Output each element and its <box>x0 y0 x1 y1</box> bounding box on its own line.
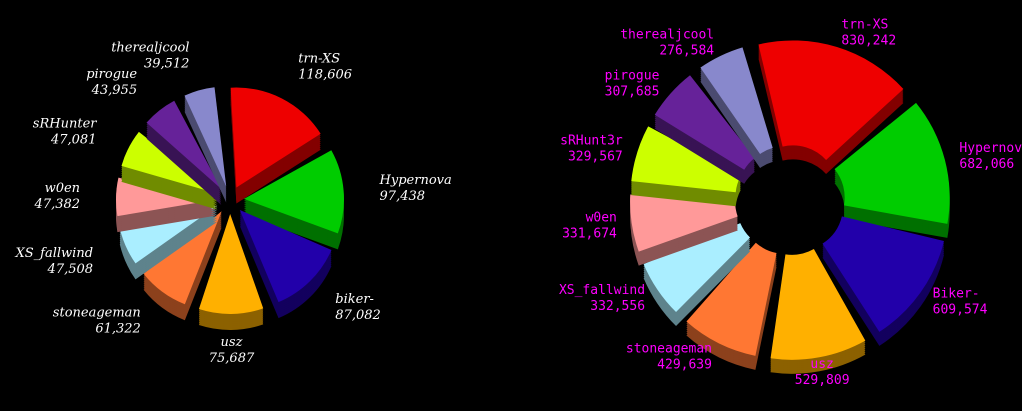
slice-value-label: 47,081 <box>50 133 97 148</box>
slice-value-label: 276,584 <box>659 43 714 58</box>
slice-label: trn-XS <box>298 51 340 66</box>
slice-value-label: 682,066 <box>959 157 1014 172</box>
slice-top <box>700 47 773 154</box>
slice-label: therealjcool <box>111 41 189 56</box>
slice-label: pirogue <box>605 68 660 83</box>
slice-value-label: 307,685 <box>605 84 660 99</box>
slice-label: sRHunter <box>33 117 97 132</box>
slice-value-label: 43,955 <box>91 83 138 98</box>
pie-slice <box>834 102 950 238</box>
pie-slice <box>631 126 741 207</box>
pie-slice <box>184 87 227 203</box>
slice-label: biker- <box>335 292 374 307</box>
slice-value-label: 47,508 <box>47 262 94 277</box>
slice-top <box>758 40 904 160</box>
slice-top <box>146 100 222 190</box>
slice-label: Hypernova <box>379 173 452 188</box>
slice-value-label: 118,606 <box>298 67 352 82</box>
pie-slice <box>770 249 866 374</box>
slice-top <box>198 213 264 314</box>
pie-slice <box>654 75 755 184</box>
slice-top <box>822 216 944 332</box>
slice-value-label: 87,082 <box>335 308 381 323</box>
pie-slice <box>119 205 218 280</box>
slice-top <box>654 75 755 170</box>
pie-slice <box>643 223 751 327</box>
pie-slice <box>630 194 738 266</box>
slice-value-label: 429,639 <box>657 358 712 373</box>
slice-top <box>243 150 344 234</box>
slice-top <box>686 242 777 356</box>
slice-value-label: 39,512 <box>144 57 190 72</box>
pie-slice <box>198 213 264 330</box>
slice-value-label: 332,556 <box>590 299 645 314</box>
slice-top <box>631 126 741 193</box>
slice-value-label: 830,242 <box>841 34 896 49</box>
slice-label: w0en <box>586 211 617 226</box>
slice-label: trn-XS <box>841 18 888 33</box>
slice-label: XS_fallwind <box>559 283 645 298</box>
slice-label: w0en <box>45 181 80 196</box>
slice-top <box>630 194 738 252</box>
pie-slice <box>116 177 217 233</box>
slice-label: therealjcool <box>620 27 714 42</box>
slice-value-label: 97,438 <box>380 189 426 204</box>
slice-label: usz <box>810 357 833 372</box>
slice-label: Hypernova <box>959 141 1022 156</box>
pie-slice <box>700 47 773 168</box>
slice-label: stoneageman <box>53 306 141 321</box>
slice-top <box>184 87 227 187</box>
slice-top <box>239 209 332 303</box>
slice-top <box>643 223 751 313</box>
pie-slice <box>243 150 344 250</box>
slice-value-label: 329,567 <box>568 149 623 164</box>
slice-label: XS_fallwind <box>15 246 94 261</box>
slice-label: pirogue <box>86 67 137 82</box>
slice-value-label: 529,809 <box>795 373 850 388</box>
slice-top <box>119 205 218 264</box>
pie-slice <box>143 211 222 321</box>
pie-slice <box>822 216 944 346</box>
slice-label: stoneageman <box>626 342 712 357</box>
slice-value-label: 609,574 <box>933 302 988 317</box>
pie-slice <box>146 100 222 206</box>
pie-slice <box>686 242 777 370</box>
slice-top <box>834 102 950 224</box>
slice-top <box>143 211 222 305</box>
slice-top <box>230 87 321 188</box>
pie-slice <box>758 40 904 174</box>
slice-label: Biker- <box>933 286 980 301</box>
pie-slice <box>121 131 218 210</box>
slice-value-label: 331,674 <box>562 227 617 242</box>
pie-slice <box>230 87 321 204</box>
slice-value-label: 61,322 <box>95 322 141 337</box>
slice-value-label: 75,687 <box>209 351 255 366</box>
slice-label: sRHunt3r <box>560 133 623 148</box>
pie-slice <box>239 209 332 319</box>
slice-label: usz <box>221 335 243 350</box>
slice-value-label: 47,382 <box>34 197 81 212</box>
slice-top <box>770 249 866 360</box>
